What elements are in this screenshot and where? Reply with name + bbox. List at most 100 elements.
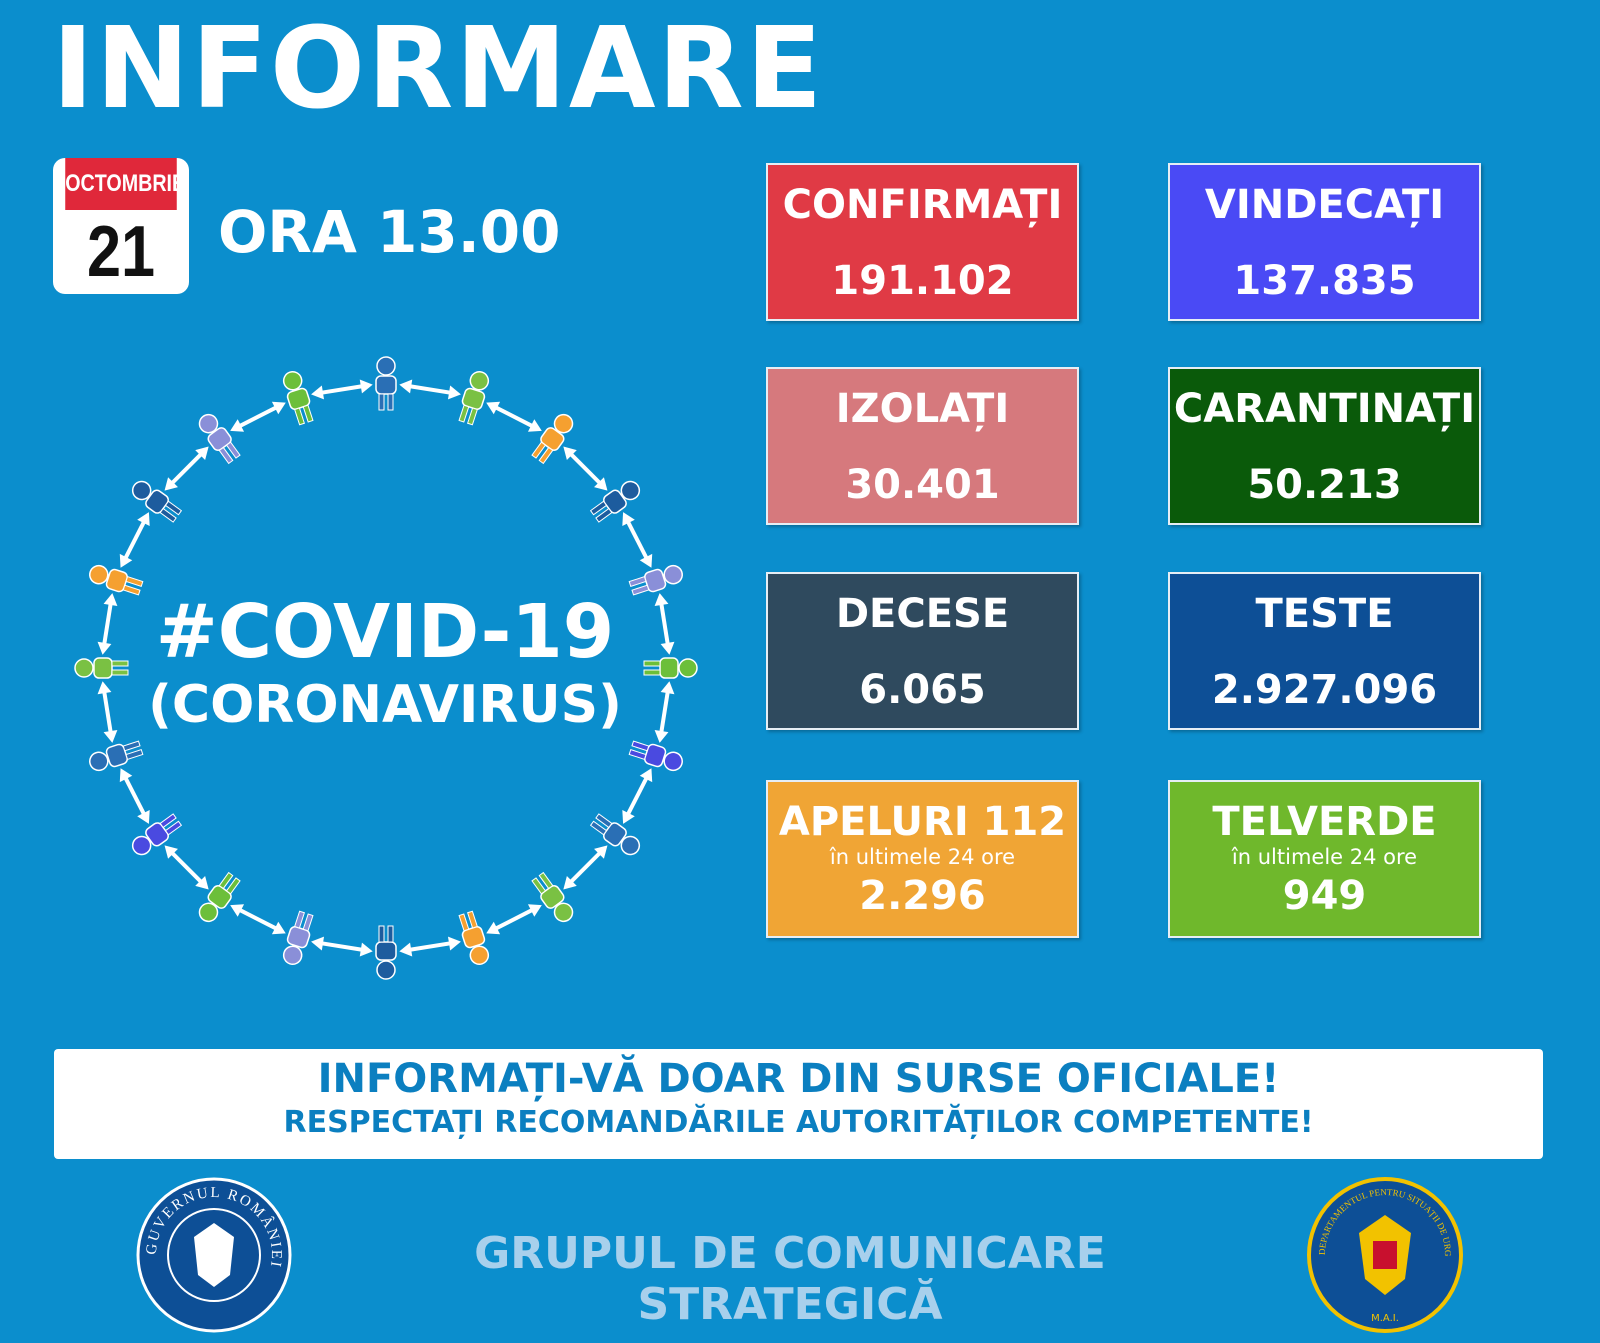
arrow <box>101 686 114 739</box>
arrow-head <box>639 553 653 568</box>
card-label: TELVERDE <box>1212 799 1437 845</box>
arrow-head <box>103 593 118 607</box>
person-head <box>553 902 574 923</box>
card-note: în ultimele 24 ore <box>1231 845 1418 869</box>
person-leg <box>531 441 547 459</box>
person-head <box>89 751 109 772</box>
person-body <box>461 926 486 949</box>
card-label: VINDECAȚI <box>1204 182 1445 228</box>
arrow-head <box>137 809 150 824</box>
banner-line: RESPECTAȚI RECOMANDĂRILE AUTORITĂȚILOR C… <box>283 1105 1314 1140</box>
arrow-head <box>195 876 209 890</box>
person <box>282 371 314 426</box>
person-head <box>282 371 303 391</box>
person <box>589 813 641 856</box>
arrow-head <box>97 681 112 695</box>
person <box>282 910 314 965</box>
person-body <box>461 387 486 410</box>
person-leg <box>294 407 306 426</box>
person-body <box>93 657 113 679</box>
stat-card: CARANTINAȚI 50.213 <box>1168 367 1481 525</box>
person <box>458 371 490 426</box>
arrow-head <box>660 641 675 655</box>
person-body <box>603 489 627 514</box>
person <box>531 413 574 465</box>
person <box>198 871 241 923</box>
calendar-day: 21 <box>86 212 156 292</box>
arrow <box>121 515 149 565</box>
arrow <box>404 940 457 953</box>
card-value: 137.835 <box>1233 258 1416 304</box>
people-ring <box>74 356 698 980</box>
logo-text: M.A.I. <box>1371 1313 1399 1324</box>
person-head <box>469 371 490 391</box>
card-label: CONFIRMAȚI <box>782 182 1063 228</box>
person-head <box>620 835 641 856</box>
arrow <box>166 847 207 888</box>
arrow <box>166 448 207 489</box>
person-head <box>663 751 683 772</box>
arrow-head <box>447 385 461 400</box>
arrow-head <box>359 379 373 394</box>
arrow-head <box>527 419 542 432</box>
arrow-head <box>103 729 118 743</box>
calendar: OCTOMBRIE 21 <box>53 158 189 294</box>
person-leg <box>225 441 241 459</box>
card-label: CARANTINAȚI <box>1173 386 1476 432</box>
person-body <box>207 885 232 909</box>
person-body <box>105 743 128 768</box>
arrow <box>623 771 651 821</box>
person-leg <box>589 820 608 836</box>
arrow-head <box>271 401 286 415</box>
person-body <box>286 387 311 410</box>
person-body <box>540 427 565 451</box>
person-leg <box>387 393 394 411</box>
person <box>628 740 683 772</box>
card-value: 2.927.096 <box>1211 667 1438 713</box>
arrow-head <box>271 921 286 935</box>
person-leg <box>458 404 470 423</box>
person-leg <box>125 576 144 588</box>
person-head <box>553 413 574 434</box>
person-body <box>286 926 311 949</box>
person-leg <box>302 913 314 932</box>
person-body <box>375 941 397 961</box>
arrow-head <box>230 904 245 917</box>
person-leg <box>538 871 554 890</box>
person-leg <box>164 500 183 516</box>
person <box>643 657 698 679</box>
stat-card: DECESE 6.065 <box>766 572 1079 730</box>
person <box>89 564 144 596</box>
arrow-head <box>447 936 461 951</box>
person-head <box>620 480 641 501</box>
person <box>89 740 144 772</box>
arrow-head <box>660 681 675 695</box>
arrow-head <box>622 512 635 527</box>
person <box>74 657 129 679</box>
arrow <box>315 383 368 396</box>
arrow-head <box>563 446 577 460</box>
person-leg <box>218 871 234 890</box>
person-head <box>469 945 490 965</box>
person-leg <box>595 813 613 829</box>
covid-label: #COVID-19 (CORONAVIRUS) <box>120 590 650 736</box>
person-head <box>74 658 94 678</box>
arrow-head <box>639 768 653 783</box>
calendar-month: OCTOMBRIE <box>65 158 185 210</box>
arrow <box>658 597 671 650</box>
card-label: APELURI 112 <box>778 799 1067 845</box>
person-leg <box>378 393 385 411</box>
banner: INFORMAȚI-VĂ DOAR DIN SURSE OFICIALE! RE… <box>54 1049 1543 1159</box>
person-body <box>603 822 627 847</box>
person-body <box>105 568 128 593</box>
banner-line: INFORMAȚI-VĂ DOAR DIN SURSE OFICIALE! <box>317 1056 1280 1102</box>
arrow-head <box>527 904 542 917</box>
person-leg <box>164 820 183 836</box>
stat-card: IZOLAȚI 30.401 <box>766 367 1079 525</box>
person <box>531 871 574 923</box>
person-head <box>663 564 683 585</box>
arrow <box>233 403 283 431</box>
organization: GRUPUL DE COMUNICARE STRATEGICĂ <box>474 1228 1106 1330</box>
arrow <box>404 383 457 396</box>
person-leg <box>225 877 241 895</box>
